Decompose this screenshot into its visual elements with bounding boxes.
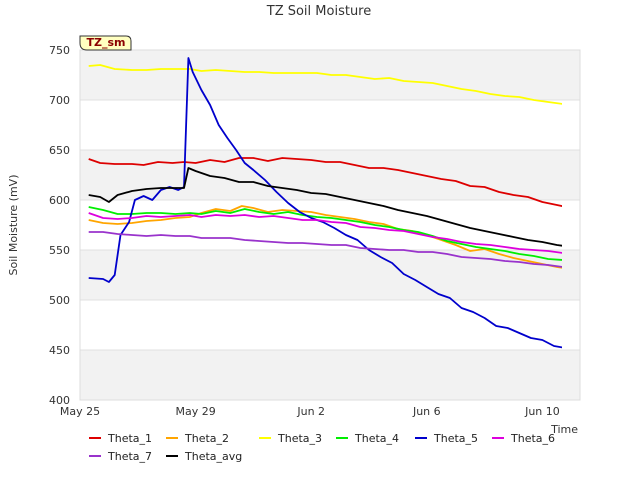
site-label: TZ_sm: [87, 36, 126, 49]
series-line-theta-2: [88, 205, 562, 269]
legend-label: Theta_4: [354, 432, 399, 445]
plot-area-frame: [79, 49, 581, 401]
series-line-theta-6: [88, 212, 562, 254]
x-tick-label: Jun 6: [412, 405, 441, 418]
legend: Theta_1 Theta_2 Theta_3 Theta_4 Theta_5 Theta…: [89, 432, 555, 463]
grid-bands: [80, 50, 580, 400]
chart-title: TZ Soil Moisture: [266, 4, 372, 19]
data-series: [88, 57, 562, 349]
grid-band: [80, 350, 580, 400]
x-axis: May 25 May 29 Jun 2 Jun 6 Jun 10: [60, 405, 560, 418]
y-axis: 400 450 500 550 600 650 700 750: [49, 44, 70, 407]
y-axis-title: Soil Moisture (mV): [7, 175, 20, 276]
x-tick-label: May 29: [175, 405, 215, 418]
grid-band: [80, 250, 580, 300]
grid-band: [80, 300, 580, 350]
series-line-theta-3: [88, 64, 562, 105]
legend-label: Theta_5: [433, 432, 478, 445]
legend-label: Theta_2: [184, 432, 229, 445]
grid-band: [80, 100, 580, 150]
y-tick-label: 450: [49, 344, 70, 357]
x-axis-title: Time: [550, 423, 578, 436]
series-line-theta-1: [88, 157, 562, 207]
x-tick-label: Jun 2: [296, 405, 325, 418]
legend-label: Theta_6: [510, 432, 555, 445]
y-tick-label: 550: [49, 244, 70, 257]
y-tick-label: 750: [49, 44, 70, 57]
legend-label: Theta_7: [107, 450, 152, 463]
legend-label: Theta_avg: [184, 450, 242, 463]
legend-label: Theta_1: [107, 432, 152, 445]
x-tick-label: Jun 10: [524, 405, 560, 418]
y-tick-label: 700: [49, 94, 70, 107]
y-tick-label: 500: [49, 294, 70, 307]
y-tick-label: 650: [49, 144, 70, 157]
series-line-theta-7: [88, 231, 562, 268]
y-tick-label: 600: [49, 194, 70, 207]
legend-label: Theta_3: [277, 432, 322, 445]
series-line-theta-avg: [88, 167, 562, 247]
y-tick-label: 400: [49, 394, 70, 407]
series-line-theta-4: [88, 206, 562, 261]
x-tick-label: May 25: [60, 405, 100, 418]
site-label-box: TZ_sm: [79, 35, 132, 51]
